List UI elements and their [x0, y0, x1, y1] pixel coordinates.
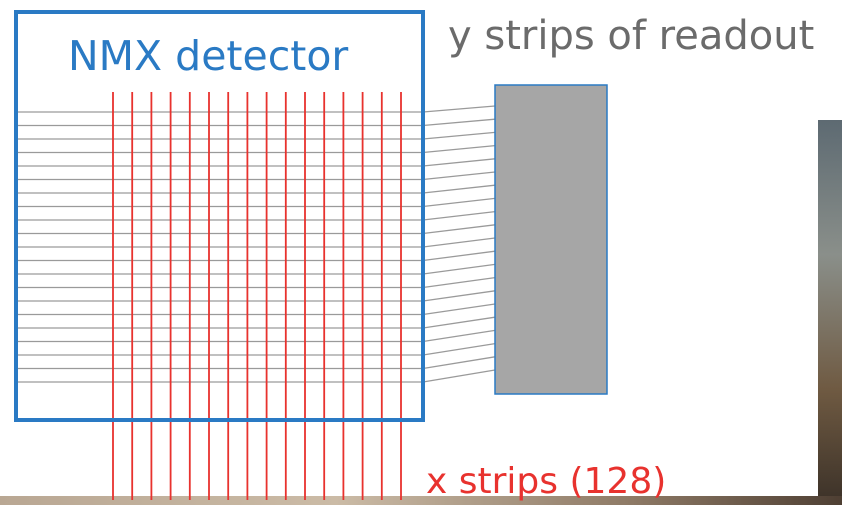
readout-label: y strips of readout: [448, 13, 815, 59]
readout-block: [494, 84, 608, 395]
background-photo-bottom: [0, 496, 842, 505]
background-photo-right: [818, 120, 842, 505]
x-strips-label: x strips (128): [426, 461, 667, 502]
detector-title: NMX detector: [68, 32, 349, 80]
detector-frame: [14, 10, 425, 422]
x-strip-lines: [112, 92, 402, 500]
